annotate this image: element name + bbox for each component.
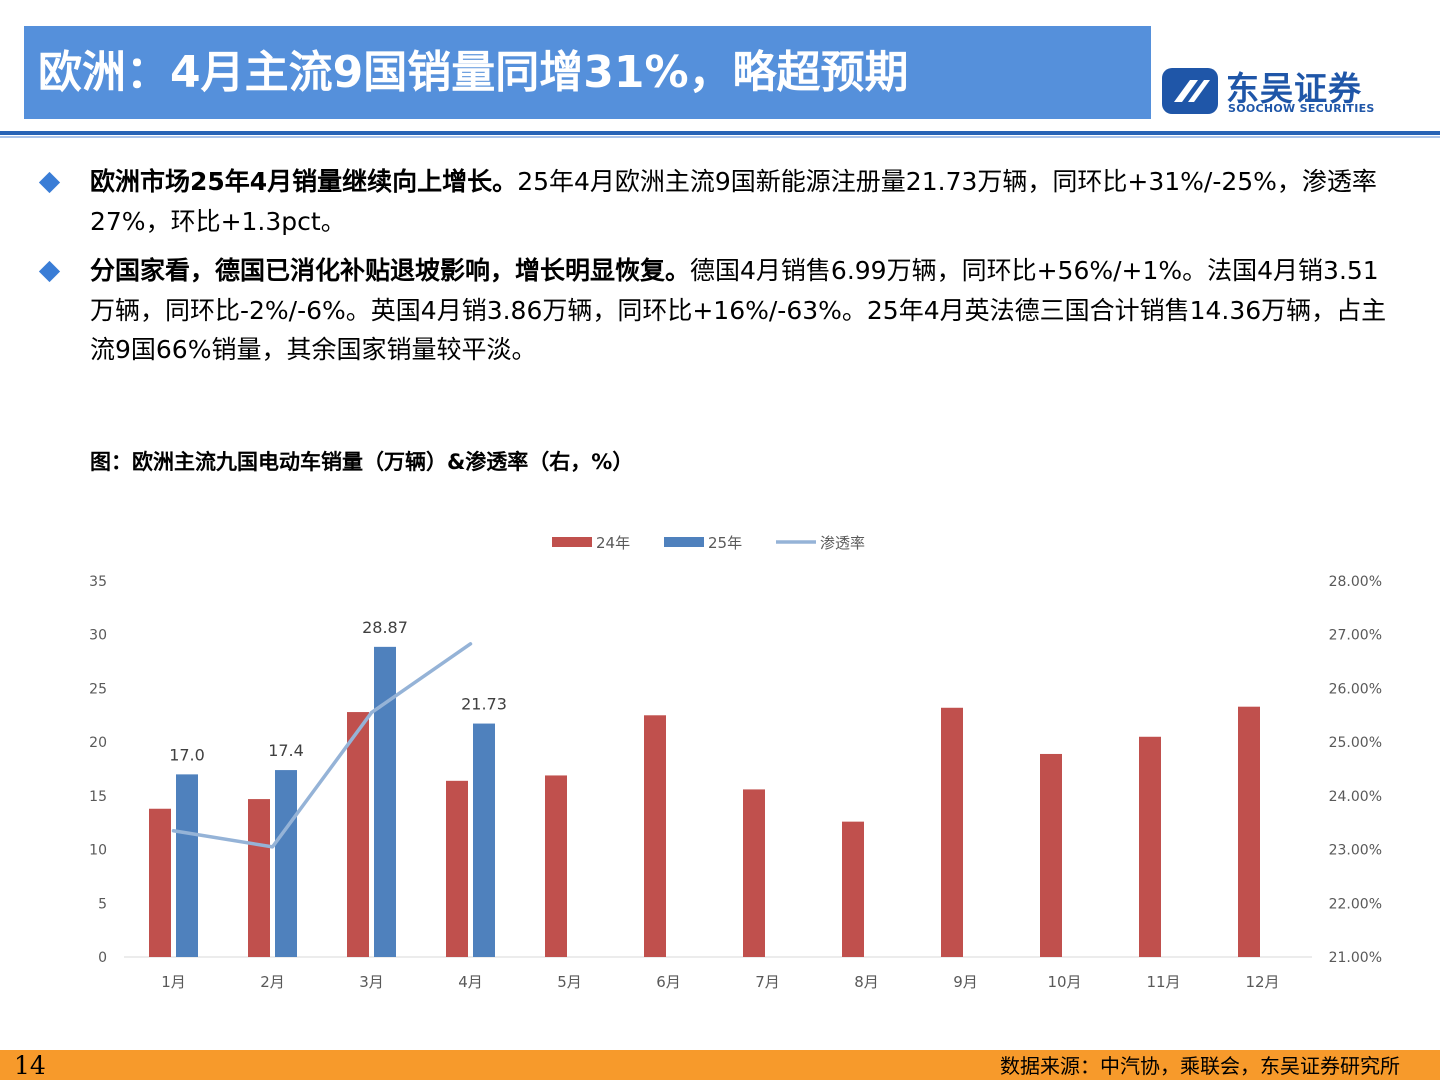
legend-label: 24年 — [596, 534, 630, 552]
y-left-tick-label: 30 — [89, 628, 107, 644]
bar-24 — [545, 775, 567, 957]
bullet-item: 分国家看，德国已消化补贴退坡影响，增长明显恢复。德国4月销售6.99万辆，同环比… — [38, 251, 1398, 370]
bar-24 — [446, 780, 468, 957]
diamond-bullet-icon — [38, 171, 61, 194]
y-left-tick-label: 25 — [89, 681, 107, 697]
x-tick-label: 11月 — [1146, 973, 1180, 991]
bar-25-data-label: 28.87 — [362, 618, 408, 637]
bar-24 — [941, 707, 963, 957]
bullet-item: 欧洲市场25年4月销量继续向上增长。25年4月欧洲主流9国新能源注册量21.73… — [38, 162, 1398, 241]
bar-24 — [248, 799, 270, 957]
y-right-tick-label: 28.00% — [1329, 574, 1382, 590]
bar-24 — [347, 712, 369, 957]
y-left-tick-label: 35 — [89, 574, 107, 590]
x-tick-label: 4月 — [458, 973, 483, 991]
y-right-tick-label: 26.00% — [1329, 681, 1382, 697]
bar-24 — [644, 715, 666, 957]
bar-25 — [473, 723, 495, 957]
title-bar: 欧洲：4月主流9国销量同增31%，略超预期 — [24, 26, 1151, 119]
bar-25-data-label: 17.0 — [169, 745, 205, 764]
bar-24 — [842, 821, 864, 957]
x-tick-label: 6月 — [656, 973, 681, 991]
x-tick-label: 5月 — [557, 973, 582, 991]
x-tick-label: 3月 — [359, 973, 384, 991]
y-right-tick-label: 22.00% — [1329, 896, 1382, 912]
y-right-tick-label: 25.00% — [1329, 735, 1382, 751]
y-left-tick-label: 15 — [89, 789, 107, 805]
page-number: 14 — [14, 1051, 46, 1080]
bar-25 — [275, 770, 297, 957]
legend-swatch — [664, 537, 704, 547]
logo-subtitle: SOOCHOW SECURITIES — [1228, 102, 1375, 115]
penetration-line — [171, 642, 473, 849]
bar-24 — [1139, 736, 1161, 957]
x-tick-label: 1月 — [161, 973, 186, 991]
x-tick-label: 9月 — [953, 973, 978, 991]
y-right-tick-label: 24.00% — [1329, 789, 1382, 805]
bar-25 — [374, 646, 396, 957]
data-source: 数据来源：中汽协，乘联会，东吴证券研究所 — [1000, 1054, 1400, 1078]
soochow-logo-icon — [1162, 68, 1218, 114]
bar-24 — [743, 789, 765, 957]
bar-24 — [1238, 706, 1260, 957]
x-tick-label: 7月 — [755, 973, 780, 991]
footer-bar: 14 数据来源：中汽协，乘联会，东吴证券研究所 — [0, 1050, 1440, 1080]
legend-label: 25年 — [708, 534, 742, 552]
diamond-bullet-icon — [38, 260, 61, 283]
bar-24 — [149, 808, 171, 957]
legend-swatch — [552, 537, 592, 547]
x-tick-label: 2月 — [260, 973, 285, 991]
x-tick-label: 8月 — [854, 973, 879, 991]
bar-25-data-label: 21.73 — [461, 695, 507, 714]
chart-caption: 图：欧洲主流九国电动车销量（万辆）&渗透率（右，%） — [90, 450, 634, 474]
y-right-tick-label: 21.00% — [1329, 950, 1382, 966]
y-right-tick-label: 27.00% — [1329, 628, 1382, 644]
ev-sales-chart: 0 5 10 15 20 25 30 35 21.00% 22.00% 23.00% 24.00% 25… — [89, 534, 1382, 991]
y-left-tick-label: 5 — [98, 896, 107, 912]
header-divider-light — [0, 136, 1440, 138]
y-left-tick-label: 10 — [89, 843, 107, 859]
logo-name: 东吴证券 — [1226, 69, 1362, 108]
bullet-heading: 欧洲市场25年4月销量继续向上增长。 — [90, 167, 518, 196]
bar-24 — [1040, 753, 1062, 957]
y-left-tick-label: 0 — [98, 950, 107, 966]
bar-25-data-label: 17.4 — [268, 741, 304, 760]
bullet-heading: 分国家看，德国已消化补贴退坡影响，增长明显恢复。 — [90, 256, 691, 285]
x-tick-label: 12月 — [1245, 973, 1279, 991]
company-logo: 东吴证券 SOOCHOW SECURITIES — [1160, 62, 1430, 120]
y-right-tick-label: 23.00% — [1329, 843, 1382, 859]
bullet-text: 25年4月欧洲主流9国新能源注册量21.73万辆，同环比+31%/-25%，渗透… — [90, 167, 1377, 236]
header-divider — [0, 131, 1440, 135]
page-title: 欧洲：4月主流9国销量同增31%，略超预期 — [38, 47, 909, 98]
bullet-text: 德国4月销售6.99万辆，同环比+56%/+1%。法国4月销3.51万辆，同环比… — [90, 256, 1387, 364]
bullet-list: 欧洲市场25年4月销量继续向上增长。25年4月欧洲主流9国新能源注册量21.73… — [38, 162, 1398, 380]
y-left-tick-label: 20 — [89, 735, 107, 751]
legend-label: 渗透率 — [820, 534, 865, 552]
x-tick-label: 10月 — [1047, 973, 1081, 991]
bar-25 — [176, 774, 198, 957]
